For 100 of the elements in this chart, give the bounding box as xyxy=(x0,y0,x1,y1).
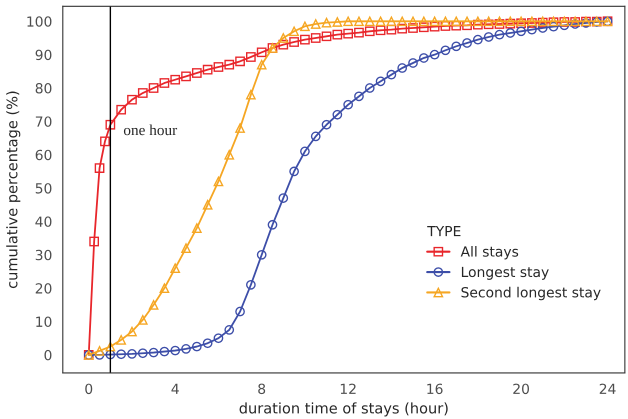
legend-label: All stays xyxy=(460,246,518,260)
point xyxy=(516,26,526,36)
x-tick-label: 20 xyxy=(513,384,530,394)
point xyxy=(202,338,212,348)
point xyxy=(440,16,450,26)
point xyxy=(300,21,310,32)
point xyxy=(224,60,234,70)
point xyxy=(235,306,245,316)
point xyxy=(322,18,332,28)
point xyxy=(505,16,516,26)
point xyxy=(278,40,288,50)
point xyxy=(430,22,440,32)
point xyxy=(451,41,462,52)
point xyxy=(160,283,170,294)
point xyxy=(473,34,483,45)
point xyxy=(418,53,429,63)
point xyxy=(214,333,224,344)
point xyxy=(548,22,558,32)
point xyxy=(214,176,224,186)
point xyxy=(300,34,310,45)
point xyxy=(256,47,267,58)
point xyxy=(246,90,256,100)
y-tick-label: 10 xyxy=(36,316,52,328)
point xyxy=(538,23,548,33)
ref-line-label: one hour xyxy=(124,124,178,136)
legend-title: TYPE xyxy=(427,226,460,236)
point xyxy=(310,19,321,29)
point xyxy=(376,25,386,36)
point xyxy=(473,20,483,30)
point xyxy=(127,349,137,359)
point xyxy=(364,16,375,26)
legend-label: Second longest stay xyxy=(461,286,601,300)
point xyxy=(192,342,202,352)
point xyxy=(224,325,234,335)
point xyxy=(430,50,440,60)
point xyxy=(138,348,148,358)
point xyxy=(202,200,212,210)
point xyxy=(127,94,137,105)
point xyxy=(170,263,180,274)
point xyxy=(418,16,429,26)
point xyxy=(300,146,310,156)
point xyxy=(246,52,256,62)
point xyxy=(494,19,504,29)
point xyxy=(494,16,504,26)
point xyxy=(440,21,450,31)
x-tick-label: 24 xyxy=(600,384,616,394)
legend-label: Longest stay xyxy=(462,266,549,280)
x-tick-label: 12 xyxy=(340,384,356,394)
point xyxy=(430,16,440,26)
y-tick-label: 0 xyxy=(44,350,52,360)
point xyxy=(354,28,364,38)
point xyxy=(289,166,299,176)
point xyxy=(94,163,104,173)
point xyxy=(505,28,516,38)
point xyxy=(354,91,364,102)
point xyxy=(289,37,299,47)
point xyxy=(138,315,148,325)
point xyxy=(181,243,191,254)
point xyxy=(473,16,483,26)
point xyxy=(246,280,256,290)
point xyxy=(160,78,170,88)
point xyxy=(343,16,354,26)
x-tick-label: 8 xyxy=(258,384,266,394)
point xyxy=(278,193,288,203)
point xyxy=(268,220,278,230)
y-tick-label: 60 xyxy=(36,150,52,160)
point xyxy=(408,16,418,26)
point xyxy=(278,33,288,43)
x-axis-title: duration time of stays (hour) xyxy=(240,402,448,416)
point xyxy=(332,17,342,27)
point xyxy=(235,56,245,66)
y-tick-label: 40 xyxy=(35,216,52,227)
point xyxy=(397,63,408,73)
point xyxy=(322,31,332,42)
point xyxy=(322,120,332,130)
point xyxy=(505,18,516,28)
point xyxy=(256,250,267,260)
point xyxy=(332,110,342,120)
x-tick-label: 0 xyxy=(85,384,92,394)
point xyxy=(160,346,170,356)
y-tick-label: 80 xyxy=(36,82,52,94)
point xyxy=(214,62,224,72)
point xyxy=(116,335,126,345)
point xyxy=(418,22,429,32)
y-tick-label: 100 xyxy=(27,16,52,27)
point xyxy=(484,16,494,26)
point xyxy=(192,68,202,78)
point xyxy=(181,71,191,82)
point xyxy=(138,88,148,98)
point xyxy=(364,26,375,36)
point xyxy=(462,16,472,26)
x-tick-label: 16 xyxy=(427,384,443,394)
point xyxy=(116,349,126,360)
point xyxy=(364,83,375,93)
point xyxy=(408,58,418,68)
point xyxy=(289,26,299,36)
point xyxy=(462,38,472,48)
y-tick-label: 30 xyxy=(36,250,52,260)
point xyxy=(397,24,408,34)
point xyxy=(343,100,354,110)
